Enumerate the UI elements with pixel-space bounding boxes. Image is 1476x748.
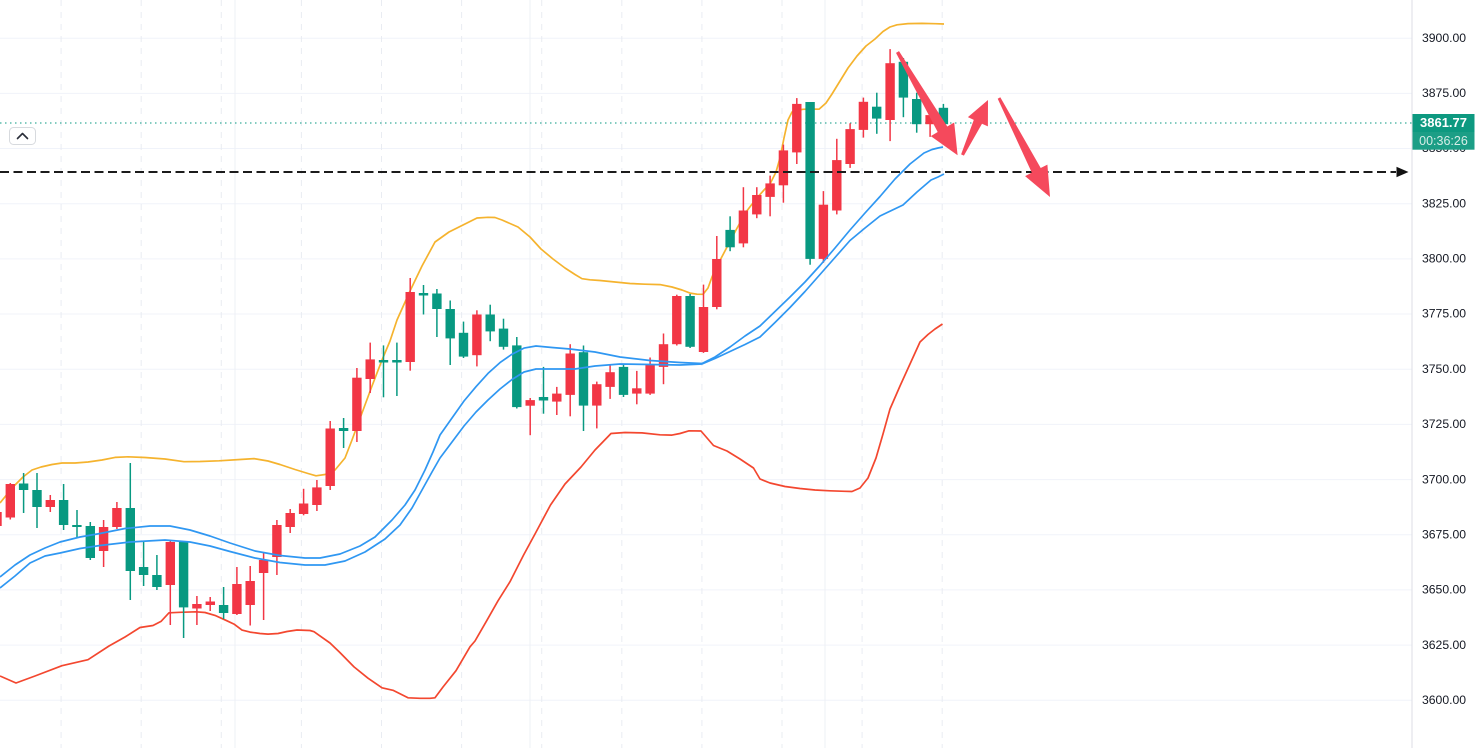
svg-text:3625.00: 3625.00 — [1422, 638, 1466, 652]
svg-text:3650.00: 3650.00 — [1422, 583, 1466, 597]
svg-text:3825.00: 3825.00 — [1422, 196, 1466, 210]
svg-text:3800.00: 3800.00 — [1422, 252, 1466, 266]
svg-text:3861.77: 3861.77 — [1420, 115, 1467, 130]
svg-text:3900.00: 3900.00 — [1422, 31, 1466, 45]
svg-text:3750.00: 3750.00 — [1422, 362, 1466, 376]
svg-text:3675.00: 3675.00 — [1422, 527, 1466, 541]
svg-text:00:36:26: 00:36:26 — [1419, 134, 1468, 148]
svg-text:3775.00: 3775.00 — [1422, 307, 1466, 321]
svg-text:3600.00: 3600.00 — [1422, 693, 1466, 707]
svg-text:3700.00: 3700.00 — [1422, 472, 1466, 486]
svg-text:3875.00: 3875.00 — [1422, 86, 1466, 100]
svg-text:3725.00: 3725.00 — [1422, 417, 1466, 431]
